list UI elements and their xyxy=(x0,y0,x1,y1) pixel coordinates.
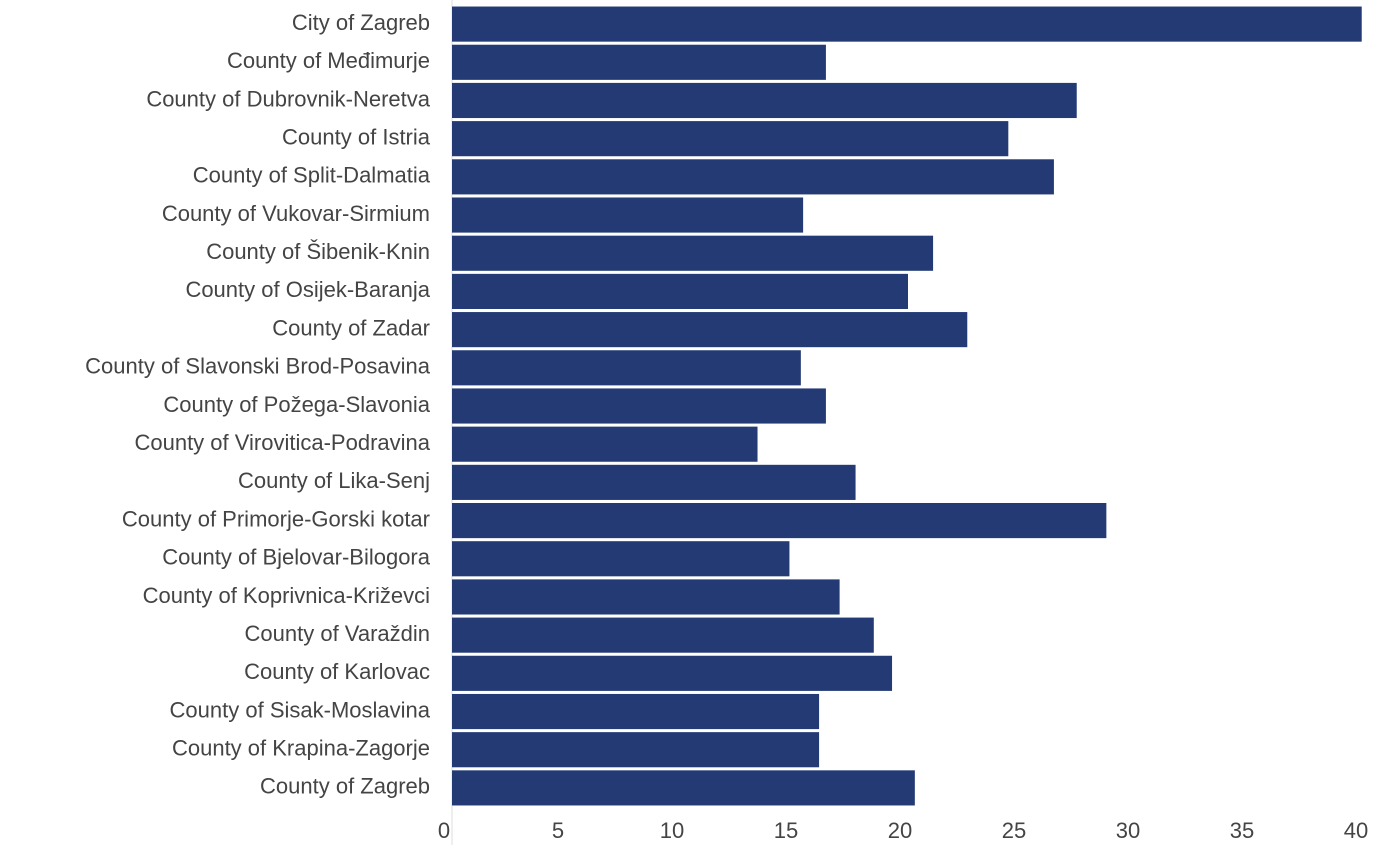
bar xyxy=(452,159,1054,195)
bar xyxy=(452,655,893,691)
bar xyxy=(452,44,826,80)
y-tick-label: County of Istria xyxy=(282,124,431,149)
y-tick-label: County of Virovitica-Podravina xyxy=(134,430,430,455)
y-tick-label: County of Osijek-Baranja xyxy=(185,277,430,302)
bar xyxy=(452,579,840,615)
bar xyxy=(452,273,908,309)
y-tick-label: County of Lika-Senj xyxy=(238,468,430,493)
y-tick-label: County of Zadar xyxy=(272,315,430,340)
bar xyxy=(452,82,1077,119)
y-tick-label: County of Slavonski Brod-Posavina xyxy=(85,354,431,379)
x-tick-label: 0 xyxy=(438,818,450,843)
x-tick-label: 15 xyxy=(774,818,798,843)
y-tick-label: County of Zagreb xyxy=(260,774,430,799)
bar xyxy=(452,350,801,386)
y-tick-label: County of Dubrovnik-Neretva xyxy=(146,86,430,111)
y-tick-label: County of Sisak-Moslavina xyxy=(170,697,431,722)
y-tick-label: City of Zagreb xyxy=(292,10,430,35)
y-tick-label: County of Krapina-Zagorje xyxy=(172,736,430,761)
y-tick-label: County of Bjelovar-Bilogora xyxy=(162,545,431,570)
x-tick-label: 10 xyxy=(660,818,684,843)
bar xyxy=(452,503,1107,539)
x-tick-label: 40 xyxy=(1344,818,1368,843)
x-tick-label: 25 xyxy=(1002,818,1026,843)
x-tick-label: 20 xyxy=(888,818,912,843)
bar xyxy=(452,312,968,348)
y-tick-label: County of Međimurje xyxy=(227,48,430,73)
y-tick-label: County of Šibenik-Knin xyxy=(206,239,430,264)
bar xyxy=(452,197,804,233)
y-tick-label: County of Split-Dalmatia xyxy=(193,163,431,188)
bar xyxy=(452,541,790,577)
bar xyxy=(452,693,820,730)
bar xyxy=(452,426,758,462)
bar xyxy=(452,770,915,806)
y-tick-label: County of Koprivnica-Križevci xyxy=(143,583,430,608)
bar xyxy=(452,732,820,768)
bar xyxy=(452,121,1009,157)
x-tick-label: 35 xyxy=(1230,818,1254,843)
bar xyxy=(452,617,874,653)
y-tick-label: County of Vukovar-Sirmium xyxy=(162,201,430,226)
x-tick-label: 5 xyxy=(552,818,564,843)
bar xyxy=(452,388,826,424)
y-tick-label: County of Karlovac xyxy=(244,659,430,684)
y-tick-label: County of Primorje-Gorski kotar xyxy=(122,506,430,531)
x-tick-label: 30 xyxy=(1116,818,1140,843)
y-tick-label: County of Požega-Slavonia xyxy=(163,392,430,417)
bar xyxy=(452,6,1362,42)
bar xyxy=(452,464,856,500)
bar xyxy=(452,235,934,271)
y-tick-label: County of Varaždin xyxy=(245,621,430,646)
